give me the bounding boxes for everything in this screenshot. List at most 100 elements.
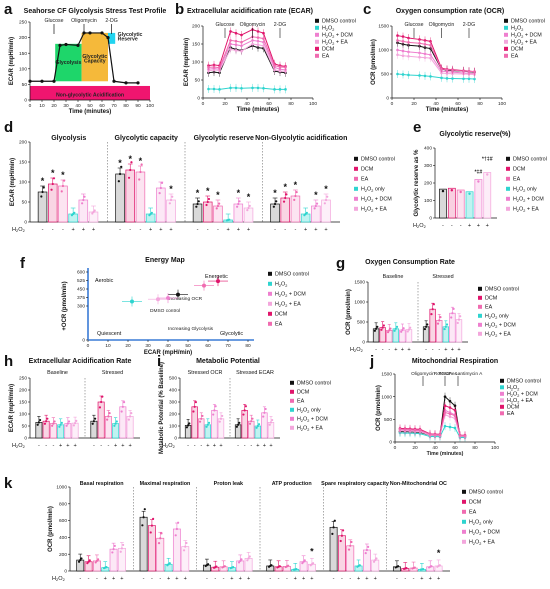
legend-entry: H2O2 + DCM: [511, 33, 542, 39]
y-tick-label: 100: [19, 66, 27, 72]
bar-fill: [89, 212, 98, 222]
data-dot: [83, 195, 86, 198]
data-point: [418, 74, 421, 77]
data-point: [207, 87, 210, 91]
legend-entry: H2O2 + EA: [275, 302, 301, 308]
y-axis-label: ECAR (mpH/min): [184, 38, 190, 86]
data-point: [407, 73, 410, 77]
y-axis-label: OCR (pmol/min): [48, 506, 54, 552]
data-dot: [193, 405, 196, 408]
injection-label: Oligomycin: [411, 371, 435, 377]
data-dot: [444, 325, 447, 328]
data-dot: [426, 323, 429, 326]
legend-swatch: [504, 39, 508, 44]
data-dot: [118, 172, 122, 176]
bar-fill: [85, 561, 93, 571]
data-dot: [141, 524, 144, 527]
data-dot: [52, 177, 56, 180]
legend-entry: H2O2 + DCM: [361, 197, 392, 203]
data-dot: [349, 544, 352, 547]
y-tick-label: 500: [381, 72, 389, 78]
data-dot: [105, 566, 108, 569]
profile-point: [64, 42, 68, 47]
legend-entry: H2O2 + DCM: [469, 530, 500, 536]
bar: [115, 173, 125, 223]
x-tick-label: 20: [412, 445, 418, 451]
data-point: [212, 87, 216, 91]
legend-swatch: [500, 378, 504, 383]
h2o2-sign: -: [244, 443, 246, 449]
bar-fill: [71, 423, 79, 438]
data-dot: [73, 422, 77, 425]
data-dot: [223, 565, 226, 568]
legend-swatch: [478, 286, 482, 291]
y-tick-label: 800: [59, 501, 67, 507]
data-dot: [358, 564, 361, 567]
x-tick-label: 20: [125, 343, 131, 349]
data-point: [428, 432, 432, 436]
legend-swatch: [478, 331, 482, 336]
data-dot: [423, 327, 426, 331]
data-point: [401, 49, 405, 53]
h2o2-sign: +: [304, 227, 307, 233]
bar: [329, 526, 338, 572]
x-tick-label: 40: [432, 445, 438, 451]
h2o2-sign: +: [167, 576, 170, 582]
bar-fill: [248, 421, 255, 438]
h2o2-sign: -: [237, 443, 239, 449]
data-dot: [98, 406, 102, 409]
panel-i-title: Metabolic Potential: [196, 358, 260, 365]
y-tick-label: 1000: [56, 485, 67, 491]
data-point: [451, 77, 454, 80]
increasing-ocr-label: Increasing OCR: [168, 296, 203, 302]
data-point: [407, 50, 410, 54]
data-dot: [91, 212, 94, 215]
group-title: Spare respiratory capacity: [321, 481, 389, 487]
h2o2-sign: +: [437, 576, 440, 582]
h2o2-sign: -: [214, 576, 216, 582]
data-dot: [207, 563, 210, 566]
h2o2-sign: +: [256, 443, 259, 449]
data-point: [262, 31, 265, 35]
legend-swatch: [290, 407, 294, 412]
data-dot: [407, 328, 411, 331]
bar-fill: [233, 204, 243, 222]
h2o2-sign: -: [143, 576, 145, 582]
data-dot: [450, 316, 453, 319]
legend-swatch: [315, 18, 319, 23]
h2o2-sign: -: [62, 227, 64, 233]
data-point: [229, 30, 232, 33]
h2o2-sign: -: [93, 443, 95, 449]
data-dot: [394, 327, 397, 330]
panel-letter-e: e: [413, 119, 421, 136]
significance-star: *: [324, 184, 328, 194]
significance-star: *: [294, 180, 298, 190]
h2o2-sign: -: [45, 443, 47, 449]
legend-swatch: [504, 32, 508, 37]
data-dot: [333, 519, 336, 522]
data-dot: [402, 327, 405, 330]
bar-fill: [241, 410, 248, 438]
data-dot: [213, 409, 216, 412]
profile-point: [76, 43, 80, 48]
data-dot: [138, 178, 141, 181]
y-tick-label: 500: [357, 320, 365, 326]
panel-letter-i: i: [157, 353, 161, 370]
panel-f-title: Energy Map: [145, 257, 185, 264]
nonglyc-box-label: Non-glycolytic Acidification: [56, 92, 124, 98]
data-point: [407, 36, 410, 40]
x-tick-label: 40: [165, 343, 171, 349]
x-tick-label: 60: [205, 343, 211, 349]
h2o2-sign: +: [365, 576, 368, 582]
data-dot: [375, 557, 378, 560]
h2o2-sign: +: [302, 576, 305, 582]
data-dot: [175, 527, 179, 531]
data-point: [453, 426, 457, 430]
data-dot: [113, 424, 116, 427]
data-point: [429, 56, 432, 60]
data-dot: [397, 565, 400, 568]
data-dot: [451, 312, 454, 315]
y-axis-label: Metabolic Potential (% Baseline): [159, 362, 165, 454]
bar-fill: [213, 206, 223, 222]
legend-swatch: [315, 46, 319, 51]
